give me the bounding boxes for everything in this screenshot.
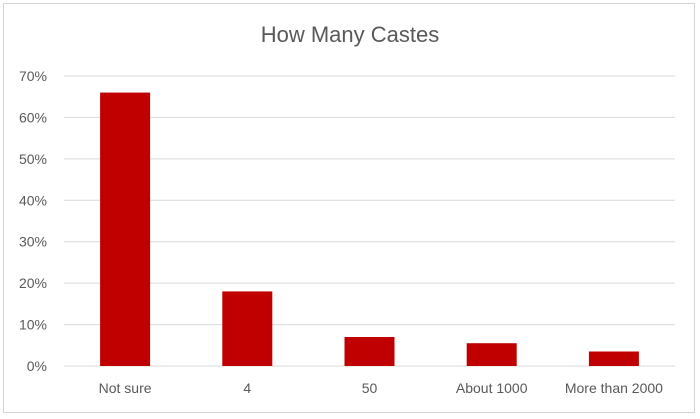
y-tick-label: 30% [19, 234, 47, 250]
bar [222, 291, 273, 366]
x-tick-label: 4 [243, 380, 251, 396]
y-tick-label: 60% [19, 109, 47, 125]
x-tick-label: 50 [362, 380, 378, 396]
bar [466, 343, 517, 366]
bar [100, 92, 151, 367]
x-tick-label: About 1000 [456, 380, 528, 396]
chart-title: How Many Castes [260, 22, 440, 47]
bars [100, 92, 639, 367]
y-tick-label: 70% [19, 68, 47, 84]
x-tick-label: Not sure [99, 380, 152, 396]
gridlines [64, 75, 675, 367]
x-axis-ticks: Not sure 4 50 About 1000 More than 2000 [99, 380, 664, 396]
y-tick-label: 50% [19, 151, 47, 167]
y-tick-label: 0% [27, 358, 47, 374]
y-tick-label: 20% [19, 275, 47, 291]
y-tick-label: 40% [19, 192, 47, 208]
bar [344, 337, 395, 366]
y-tick-label: 10% [19, 317, 47, 333]
y-axis-ticks: 0% 10% 20% 30% 40% 50% 60% 70% [19, 68, 47, 374]
x-tick-label: More than 2000 [565, 380, 663, 396]
bar [588, 351, 639, 366]
